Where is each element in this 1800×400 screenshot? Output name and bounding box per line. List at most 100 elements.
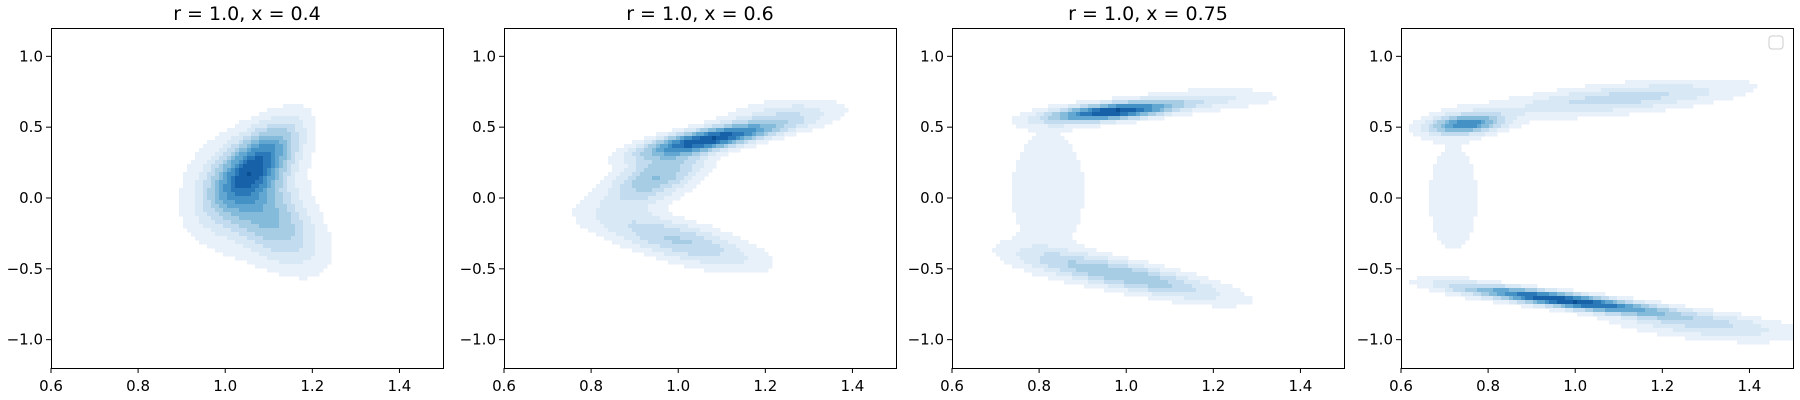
density-cell xyxy=(283,156,288,161)
density-cell xyxy=(700,172,705,177)
density-cell xyxy=(1673,88,1678,93)
density-cell xyxy=(1441,212,1446,217)
density-cell xyxy=(259,252,264,257)
density-cell xyxy=(1036,248,1041,253)
density-cell xyxy=(323,232,328,237)
density-cell xyxy=(704,240,709,245)
density-cell xyxy=(736,236,741,241)
density-cell xyxy=(1016,252,1021,257)
density-cell xyxy=(1140,288,1145,293)
density-cell xyxy=(672,260,677,265)
density-cell xyxy=(1621,108,1626,113)
density-cell xyxy=(307,136,312,141)
density-cell xyxy=(1240,292,1245,297)
density-cell xyxy=(1489,108,1494,113)
density-cell xyxy=(199,228,204,233)
density-cell xyxy=(255,136,260,141)
density-cell xyxy=(1465,120,1470,125)
density-cell xyxy=(1136,100,1141,105)
density-cell xyxy=(804,108,809,113)
density-cell xyxy=(1064,248,1069,253)
density-cell xyxy=(1044,244,1049,249)
density-cell xyxy=(1669,308,1674,313)
density-cell xyxy=(664,252,669,257)
density-cell xyxy=(1453,244,1458,249)
density-cell xyxy=(1048,200,1053,205)
density-cell xyxy=(616,188,621,193)
density-cell xyxy=(1068,248,1073,253)
density-cell xyxy=(1048,224,1053,229)
density-cell xyxy=(251,128,256,133)
density-cell xyxy=(1709,100,1714,105)
density-cell xyxy=(1012,204,1017,209)
density-cell xyxy=(1453,224,1458,229)
density-cell xyxy=(183,188,188,193)
density-cell xyxy=(1088,264,1093,269)
density-cell xyxy=(1028,220,1033,225)
density-cell xyxy=(1204,92,1209,97)
density-cell xyxy=(1457,108,1462,113)
density-cell xyxy=(672,136,677,141)
density-cell xyxy=(708,164,713,169)
density-cell xyxy=(1545,104,1550,109)
density-cell xyxy=(1084,100,1089,105)
density-cell xyxy=(219,200,224,205)
density-cell xyxy=(676,252,681,257)
density-cell xyxy=(1453,152,1458,157)
density-cell xyxy=(199,216,204,221)
density-cell xyxy=(1461,172,1466,177)
density-cell xyxy=(672,196,677,201)
density-cell xyxy=(1140,100,1145,105)
density-cell xyxy=(1473,108,1478,113)
x-tick-label: 1.0 xyxy=(666,377,690,395)
density-cell xyxy=(207,216,212,221)
density-cell xyxy=(772,112,777,117)
density-cell xyxy=(271,236,276,241)
density-cell xyxy=(772,124,777,129)
density-cell xyxy=(1096,264,1101,269)
density-cell xyxy=(1204,284,1209,289)
density-cell xyxy=(255,168,260,173)
density-cell xyxy=(275,148,280,153)
density-cell xyxy=(1048,260,1053,265)
x-tick-label: 1.4 xyxy=(388,377,412,395)
density-cell xyxy=(1641,84,1646,89)
density-cell xyxy=(1048,104,1053,109)
density-cell xyxy=(644,252,649,257)
density-cell xyxy=(255,228,260,233)
density-cell xyxy=(231,240,236,245)
density-cell xyxy=(1048,140,1053,145)
density-cell xyxy=(1673,80,1678,85)
density-cell xyxy=(1429,184,1434,189)
density-cell xyxy=(1433,140,1438,145)
density-cell xyxy=(1136,116,1141,121)
contour-fill-2 xyxy=(572,100,849,273)
density-cell xyxy=(1601,292,1606,297)
density-cell xyxy=(1465,164,1470,169)
density-cell xyxy=(1453,240,1458,245)
density-cell xyxy=(1032,160,1037,165)
density-cell xyxy=(1569,292,1574,297)
density-cell xyxy=(1192,96,1197,101)
density-cell xyxy=(1617,92,1622,97)
density-cell xyxy=(1052,180,1057,185)
density-cell xyxy=(1184,280,1189,285)
density-cell xyxy=(231,232,236,237)
density-cell xyxy=(1056,200,1061,205)
density-cell xyxy=(235,132,240,137)
density-cell xyxy=(1473,200,1478,205)
density-cell xyxy=(1461,164,1466,169)
density-cell xyxy=(263,224,268,229)
density-cell xyxy=(672,236,677,241)
density-cell xyxy=(219,240,224,245)
density-cell xyxy=(828,116,833,121)
density-cell xyxy=(231,160,236,165)
density-cell xyxy=(1140,284,1145,289)
density-cell xyxy=(1553,92,1558,97)
density-cell xyxy=(231,236,236,241)
density-cell xyxy=(1048,248,1053,253)
density-cell xyxy=(1116,112,1121,117)
density-cell xyxy=(1549,100,1554,105)
density-cell xyxy=(732,248,737,253)
density-cell xyxy=(1208,96,1213,101)
